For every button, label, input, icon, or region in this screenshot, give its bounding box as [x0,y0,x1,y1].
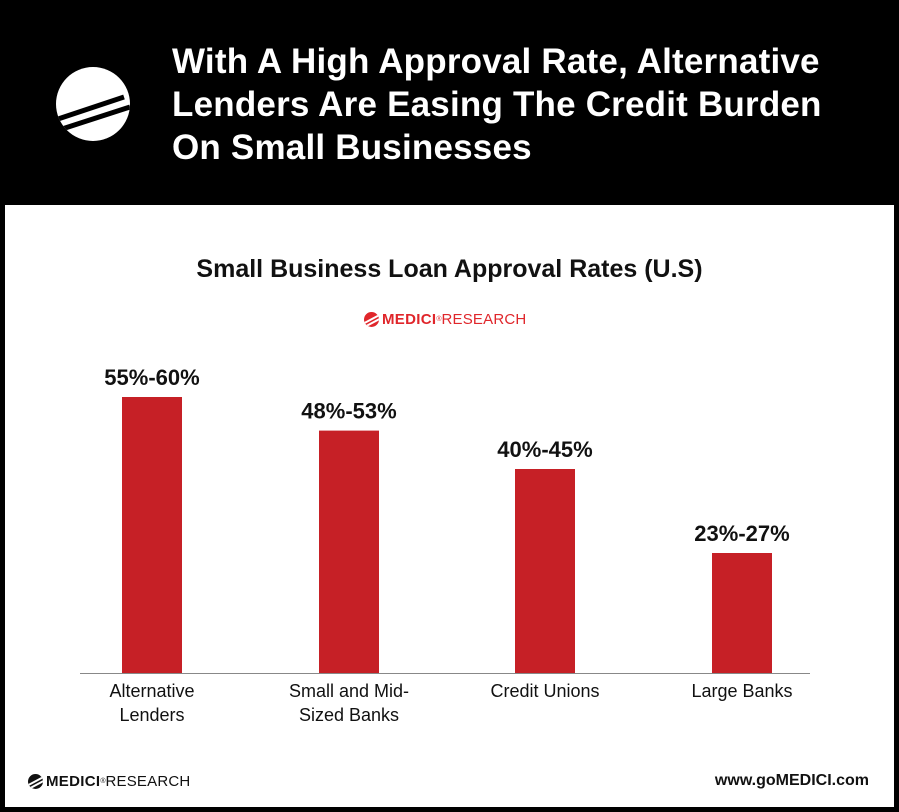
bar-3 [712,553,772,673]
brand-lockup-top: MEDICI ® RESEARCH [364,311,526,328]
headline-line-3: On Small Businesses [172,128,532,167]
medici-logo-icon [56,67,130,141]
header-banner: With A High Approval Rate, Alternative L… [0,0,899,205]
bar-1 [319,430,379,673]
brand-name: MEDICI [382,311,437,328]
brand-suffix: RESEARCH [441,311,527,328]
x-tick-label-3-0: Large Banks [691,681,792,701]
medici-mark-icon [364,312,379,327]
x-tick-label-0-1: Lenders [119,705,184,725]
page-headline: With A High Approval Rate, Alternative L… [172,40,872,169]
brand-reg: ® [100,778,106,785]
x-tick-label-1-0: Small and Mid- [289,681,409,701]
x-tick-label-2-0: Credit Unions [490,681,599,701]
x-tick-label-1-1: Sized Banks [299,705,399,725]
medici-mark-icon [28,774,43,789]
headline-line-1: With A High Approval Rate, Alternative [172,42,820,81]
brand-reg: ® [436,316,442,323]
brand-lockup-footer: MEDICI ® RESEARCH [28,773,190,790]
bar-value-label-1: 48%-53% [301,399,396,424]
chart-title: Small Business Loan Approval Rates (U.S) [196,255,703,283]
x-tick-label-0-0: Alternative [109,681,194,701]
brand-name: MEDICI [46,773,101,790]
bar-value-label-3: 23%-27% [694,521,789,546]
bar-0 [122,397,182,673]
brand-suffix: RESEARCH [105,773,191,790]
headline-line-2: Lenders Are Easing The Credit Burden [172,85,822,124]
bar-value-label-2: 40%-45% [497,437,592,462]
footer-url: www.goMEDICI.com [714,772,869,789]
bar-2 [515,469,575,673]
bar-value-label-0: 55%-60% [104,365,199,390]
